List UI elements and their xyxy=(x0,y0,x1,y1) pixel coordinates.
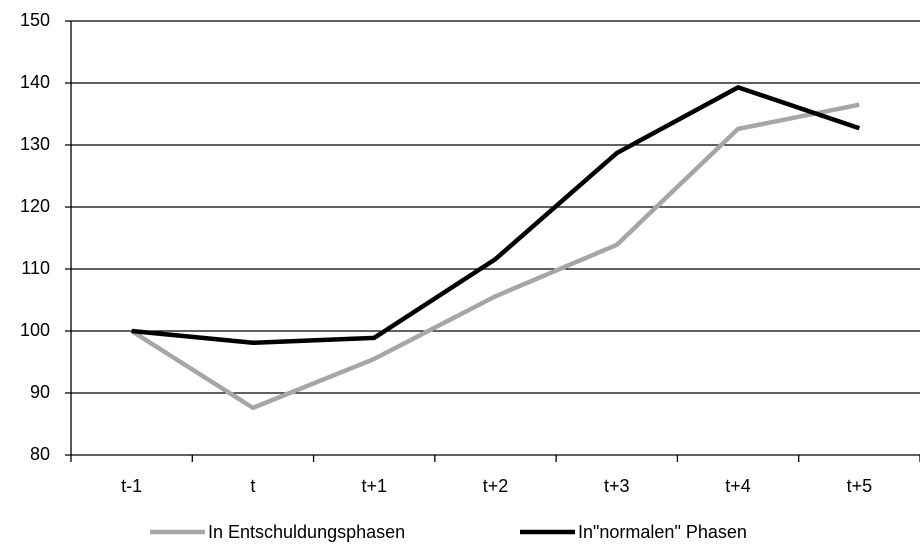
line-series xyxy=(130,102,860,411)
y-tick-label: 120 xyxy=(20,196,50,216)
x-tick-label: t-1 xyxy=(121,476,142,496)
y-tick-label: 110 xyxy=(21,258,50,278)
x-tick-label: t+1 xyxy=(361,476,387,496)
x-tick-label: t+3 xyxy=(604,476,630,496)
x-tick-label: t+2 xyxy=(483,476,509,496)
legend-label: In"normalen" Phasen xyxy=(578,522,747,542)
x-tick-label: t xyxy=(250,476,255,496)
line-series xyxy=(131,85,861,346)
y-tick-label: 130 xyxy=(20,134,50,154)
legend-label: In Entschuldungsphasen xyxy=(208,522,405,542)
y-tick-label: 150 xyxy=(20,10,50,30)
y-tick-label: 80 xyxy=(30,444,50,464)
x-tick-label: t+4 xyxy=(725,476,751,496)
y-tick-label: 100 xyxy=(20,320,50,340)
y-tick-label: 140 xyxy=(20,72,50,92)
x-tick-label: t+5 xyxy=(847,476,873,496)
y-tick-label: 90 xyxy=(30,382,50,402)
